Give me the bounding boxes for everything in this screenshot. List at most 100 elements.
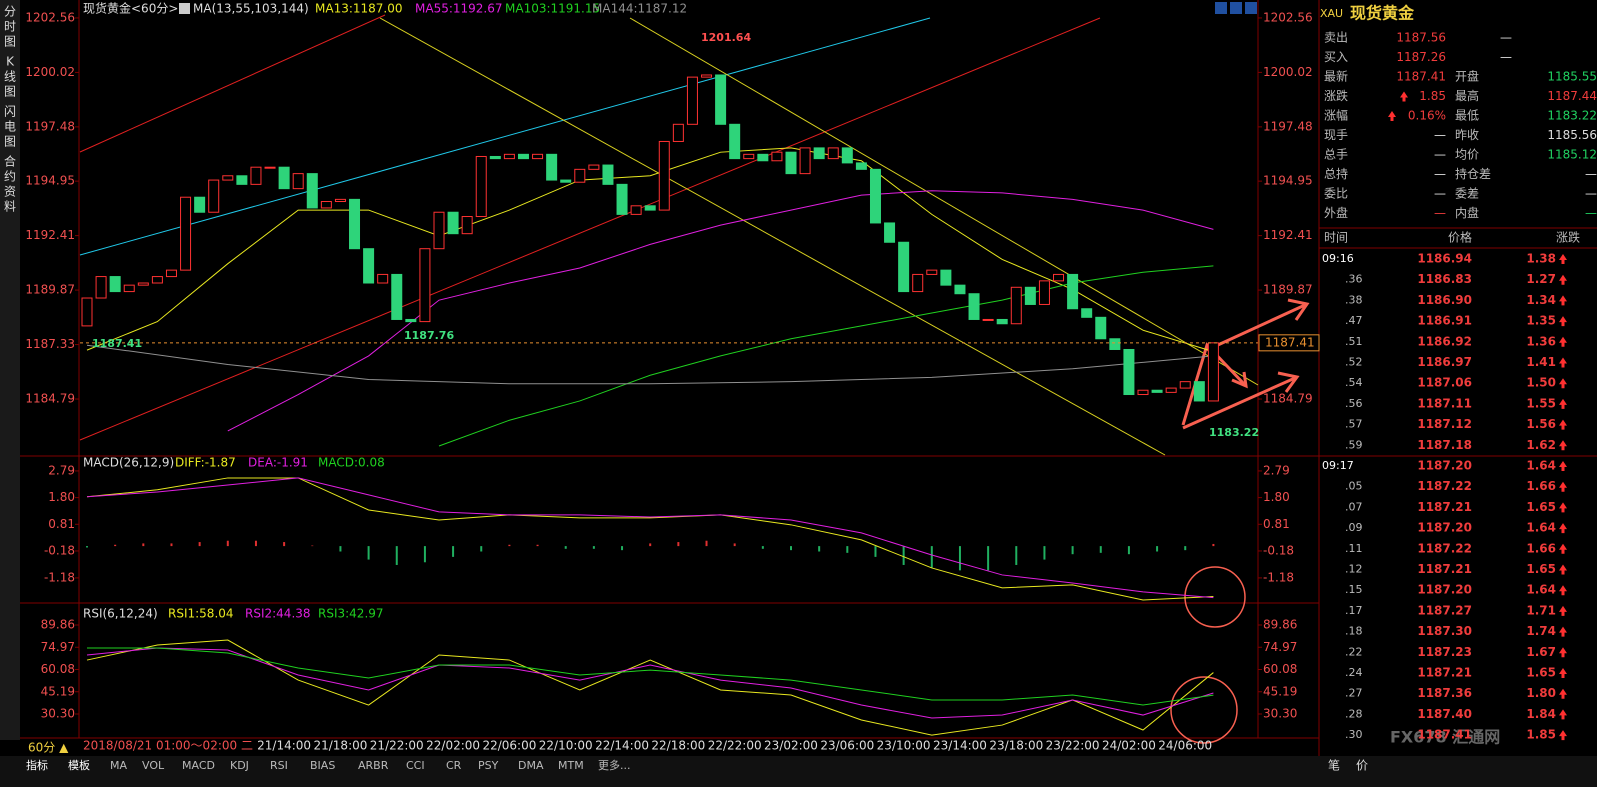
- trade-price: 1187.20: [1417, 521, 1472, 535]
- candle: [475, 155, 487, 218]
- window-button[interactable]: [1215, 2, 1227, 14]
- tab[interactable]: RSI: [270, 759, 288, 772]
- y-tick-label: 1197.48: [25, 119, 75, 133]
- trade-price: 1186.94: [1417, 252, 1472, 266]
- trade-price: 1187.21: [1417, 562, 1472, 576]
- window-button[interactable]: [1230, 2, 1242, 14]
- trades-header: 时间: [1324, 231, 1348, 245]
- sidebar-tab[interactable]: 闪: [4, 105, 16, 119]
- quote-label: 卖出: [1324, 31, 1348, 45]
- x-tick-label: 21/14:00: [257, 739, 311, 753]
- sidebar-tab[interactable]: 图: [4, 85, 16, 99]
- trade-change: 1.27: [1526, 272, 1556, 286]
- tab[interactable]: CCI: [406, 759, 425, 772]
- trade-change: 1.74: [1526, 624, 1556, 638]
- arrow: [1206, 303, 1306, 352]
- sidebar-tab[interactable]: 电: [4, 120, 16, 134]
- trades-header: 价格: [1448, 230, 1472, 245]
- quote-label: 开盘: [1455, 69, 1479, 84]
- x-tick-label: 23/06:00: [820, 739, 874, 753]
- tab[interactable]: PSY: [478, 759, 499, 772]
- quote-value: 1187.56: [1396, 31, 1446, 45]
- up-arrow: [1559, 316, 1567, 327]
- trend-lines: [79, 14, 1259, 456]
- y-tick-label: 0.81: [48, 517, 75, 531]
- trade-price: 1186.83: [1417, 272, 1472, 286]
- bottom-tab[interactable]: 价: [1356, 759, 1368, 773]
- sidebar-tab[interactable]: 约: [4, 169, 16, 184]
- tab[interactable]: DMA: [518, 759, 544, 772]
- current-price: 1187.41: [1265, 335, 1315, 349]
- circle-mark: [1184, 566, 1246, 628]
- candle: [264, 166, 276, 169]
- y-tick-label: 1202.56: [25, 10, 75, 24]
- candle: [546, 153, 558, 181]
- tab[interactable]: CR: [446, 759, 462, 772]
- y-tick-label: 1192.41: [1263, 228, 1313, 242]
- window-button[interactable]: [1245, 2, 1257, 14]
- quote-value: 1185.55: [1547, 70, 1597, 84]
- up-arrow: [1559, 440, 1567, 451]
- up-arrow: [1388, 111, 1396, 121]
- y-tick-label: 2.79: [48, 463, 75, 477]
- candle: [1053, 273, 1065, 282]
- sidebar-tab[interactable]: 料: [4, 200, 16, 214]
- candle: [729, 123, 741, 160]
- price-annotation: 1183.22: [1209, 426, 1259, 439]
- tab[interactable]: BIAS: [310, 759, 335, 772]
- macd-diff: DIFF:-1.87: [175, 456, 236, 470]
- tab[interactable]: ARBR: [358, 759, 389, 772]
- ma55: MA55:1192.67: [415, 2, 503, 16]
- symbol: XAU: [1320, 7, 1343, 20]
- candle: [1038, 280, 1050, 305]
- sidebar-tab[interactable]: 图: [4, 135, 16, 149]
- candle: [405, 318, 417, 323]
- candle: [208, 179, 220, 213]
- tab[interactable]: MTM: [558, 759, 584, 772]
- y-tick-label: 89.86: [1263, 618, 1297, 632]
- sidebar-tab[interactable]: 合: [4, 154, 16, 169]
- tab[interactable]: KDJ: [230, 759, 249, 772]
- trade-change: 1.50: [1526, 376, 1556, 390]
- trade-change: 1.65: [1526, 666, 1556, 680]
- quote-label: 涨幅: [1324, 108, 1348, 123]
- tab[interactable]: MA: [110, 759, 127, 772]
- sidebar-tab[interactable]: 时: [4, 20, 16, 34]
- up-arrow: [1559, 523, 1567, 534]
- drawings: [1170, 298, 1310, 744]
- y-tick-label: 1202.56: [1263, 10, 1313, 24]
- tab[interactable]: 模板: [68, 758, 90, 772]
- sidebar-tab[interactable]: 线: [4, 70, 16, 84]
- sidebar-tab[interactable]: 分: [4, 5, 16, 19]
- candle: [250, 166, 262, 185]
- candle: [898, 241, 910, 293]
- tab[interactable]: 指标: [26, 758, 48, 772]
- indicator-line: [86, 477, 1214, 601]
- quote-label: 昨收: [1455, 128, 1479, 142]
- trade-time: .54: [1345, 376, 1363, 389]
- tab[interactable]: MACD: [182, 759, 215, 772]
- sidebar-tab[interactable]: 资: [4, 185, 16, 199]
- rsi1: RSI1:58.04: [168, 607, 234, 621]
- tab[interactable]: VOL: [142, 759, 165, 772]
- up-arrow: [1559, 564, 1567, 575]
- trade-price: 1187.21: [1417, 666, 1472, 680]
- sidebar-tab[interactable]: 图: [4, 35, 16, 49]
- trade-price: 1187.23: [1417, 645, 1472, 659]
- y-tick-label: 1200.02: [1263, 65, 1313, 79]
- trade-change: 1.64: [1526, 521, 1556, 535]
- bottom-tab[interactable]: 笔: [1328, 758, 1340, 773]
- sidebar-tab[interactable]: K: [6, 55, 15, 69]
- tab[interactable]: 更多...: [598, 758, 631, 772]
- trade-price: 1187.21: [1417, 500, 1472, 514]
- candle: [1151, 389, 1163, 393]
- icon: [179, 3, 190, 14]
- trade-time: .27: [1345, 687, 1363, 700]
- candle: [954, 284, 966, 295]
- period[interactable]: 60分 ▲: [28, 741, 69, 755]
- watermark: FX678 汇通网: [1390, 728, 1500, 747]
- candle: [391, 273, 403, 320]
- up-arrow: [1559, 688, 1567, 699]
- y-tick-label: 30.30: [41, 707, 75, 721]
